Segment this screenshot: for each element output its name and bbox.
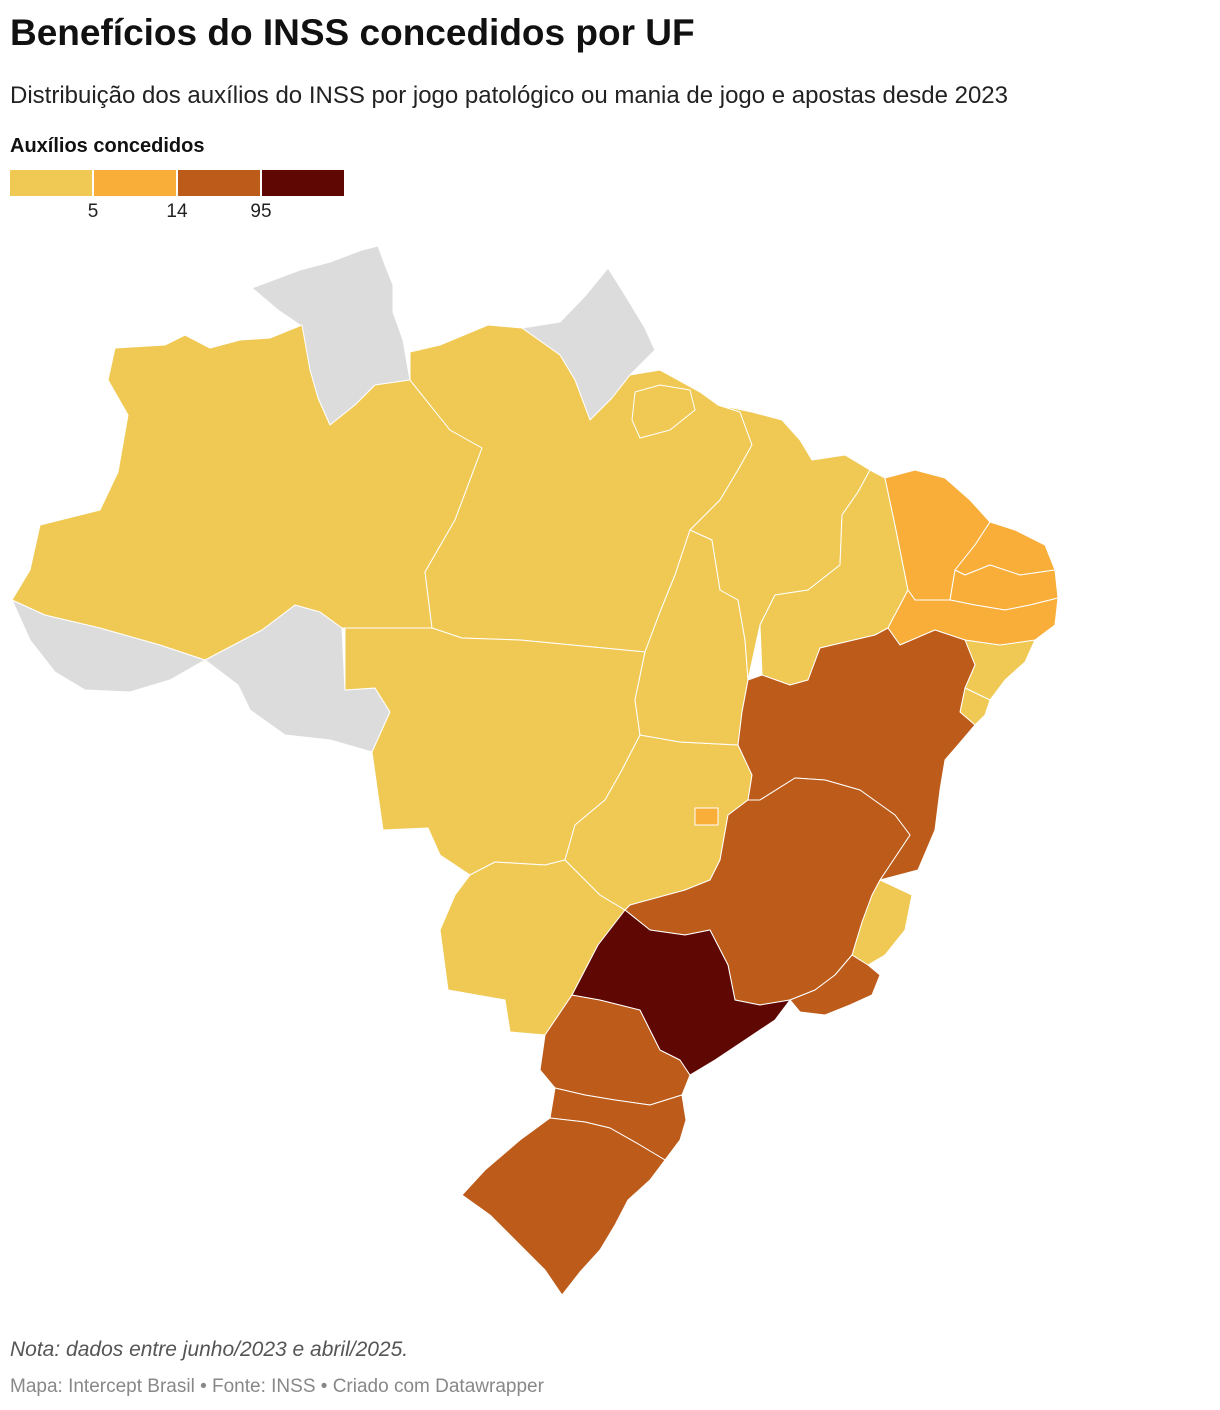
- state-SP[interactable]: [571, 909, 791, 1076]
- legend-tick-label: 95: [250, 201, 272, 222]
- credits-line: Mapa: Intercept Brasil • Fonte: INSS • C…: [10, 1376, 544, 1397]
- chart-title: Benefícios do INSS concedidos por UF: [10, 12, 695, 53]
- state-RS[interactable]: [461, 1117, 666, 1296]
- legend-color-scale: [10, 170, 346, 196]
- legend-tick-label: 5: [87, 201, 99, 222]
- footnote: Nota: dados entre junho/2023 e abril/202…: [10, 1338, 409, 1361]
- legend-swatch-bin-4: [262, 170, 344, 196]
- legend-swatch-bin-3: [178, 170, 260, 196]
- state-RJ[interactable]: [789, 954, 881, 1016]
- state-MA-islands: [631, 384, 696, 439]
- legend-swatch-bin-2: [94, 170, 176, 196]
- chart-subtitle: Distribuição dos auxílios do INSS por jo…: [10, 82, 1008, 109]
- legend-swatch-bin-1: [10, 170, 92, 196]
- brazil-choropleth-map: [11, 245, 1059, 1296]
- legend-tick-label: 14: [166, 201, 188, 222]
- state-AL[interactable]: [964, 639, 1036, 701]
- state-DF[interactable]: [694, 807, 719, 826]
- legend-title: Auxílios concedidos: [10, 135, 205, 157]
